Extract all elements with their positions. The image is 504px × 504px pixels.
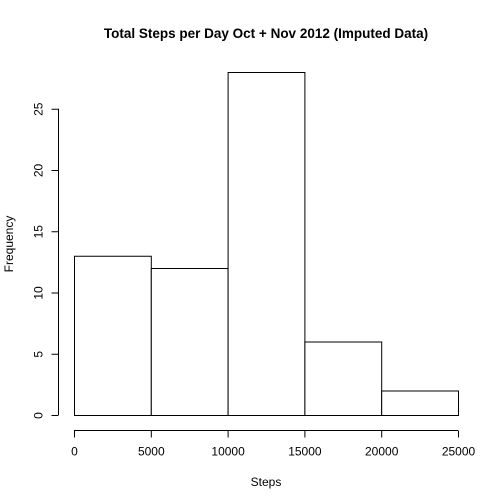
x-tick-label: 25000 <box>442 445 476 459</box>
x-tick-label: 10000 <box>211 445 245 459</box>
histogram-bar-3 <box>304 341 383 416</box>
x-tick-label: 20000 <box>365 445 399 459</box>
y-tick-label: 0 <box>32 412 46 419</box>
x-tick-label: 15000 <box>288 445 322 459</box>
x-tick-label: 0 <box>71 445 78 459</box>
chart-title: Total Steps per Day Oct + Nov 2012 (Impu… <box>104 26 428 41</box>
x-axis-label: Steps <box>251 475 282 489</box>
y-tick-label: 5 <box>32 351 46 358</box>
histogram-bar-4 <box>381 390 460 416</box>
histogram-bar-1 <box>150 268 229 416</box>
bars-group <box>74 72 460 416</box>
histogram-bar-2 <box>227 72 306 416</box>
x-tick-label: 5000 <box>138 445 165 459</box>
y-tick-label: 25 <box>32 102 46 116</box>
x-axis: 0 5000 10000 15000 20000 25000 <box>71 430 476 459</box>
histogram-bar-0 <box>74 255 152 416</box>
y-axis-label: Frequency <box>2 216 16 273</box>
y-axis: 0 5 10 15 20 25 <box>32 102 59 419</box>
y-tick-label: 10 <box>32 286 46 300</box>
y-tick-label: 20 <box>32 164 46 178</box>
y-tick-label: 15 <box>32 225 46 239</box>
